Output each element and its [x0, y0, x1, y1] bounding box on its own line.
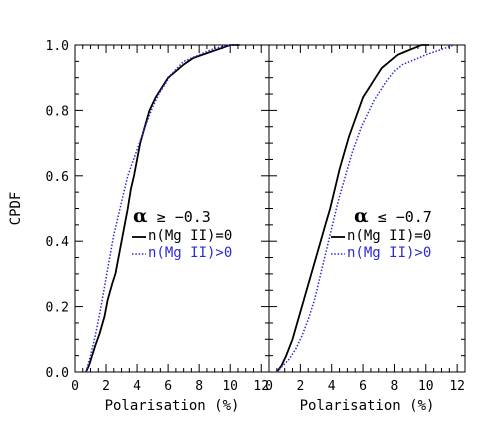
x-tick-label: 10 [418, 379, 434, 394]
y-tick-label: 0.4 [46, 235, 70, 250]
x-axis-label: Polarisation (%) [105, 398, 240, 414]
legend-label: n(Mg II)=0 [148, 228, 232, 244]
x-tick-label: 8 [391, 379, 399, 394]
alpha-symbol: α [354, 205, 369, 227]
legend-label: n(Mg II)>0 [148, 245, 232, 261]
y-tick-label: 0.0 [46, 366, 69, 381]
y-tick-label: 0.6 [46, 170, 69, 185]
y-axis-label: CPDF [8, 192, 24, 226]
alpha-annotation: α ≥ −0.3 [133, 205, 211, 227]
alpha-symbol: α [133, 205, 148, 227]
x-tick-label: 2 [296, 379, 304, 394]
y-tick-label: 0.8 [46, 104, 69, 119]
panel-2: 0 2 4 6 8 10 12α ≤ −0.7n(Mg II)=0n(Mg II)>0Pol… [265, 44, 466, 414]
x-tick-label: 6 [164, 379, 172, 394]
x-tick-label: 12 [449, 379, 465, 394]
legend-label: n(Mg II)=0 [347, 228, 431, 244]
legend-label: n(Mg II)>0 [347, 245, 431, 261]
x-tick-label: 0 [71, 379, 79, 394]
x-tick-label: 12 [253, 379, 269, 394]
alpha-annotation: α ≤ −0.7 [354, 205, 432, 227]
x-tick-label: 4 [133, 379, 141, 394]
series-line-mgii-zero [276, 44, 429, 373]
y-tick-label: 0.2 [46, 301, 69, 316]
panel-1: 0 2 4 6 8 10 120.00.20.40.60.81.0α ≥ −0.3n(Mg … [46, 39, 270, 414]
x-tick-label: 2 [102, 379, 110, 394]
alpha-condition: ≥ −0.3 [148, 208, 211, 226]
x-axis-label: Polarisation (%) [300, 398, 435, 414]
series-line-mgii-positive [85, 44, 237, 373]
alpha-condition: ≤ −0.7 [369, 208, 432, 226]
x-tick-label: 8 [195, 379, 203, 394]
x-tick-label: 6 [359, 379, 367, 394]
series-line-mgii-positive [276, 44, 455, 373]
x-tick-label: 0 [265, 379, 273, 394]
y-tick-label: 1.0 [46, 39, 69, 54]
x-tick-label: 10 [222, 379, 238, 394]
x-tick-label: 4 [328, 379, 336, 394]
